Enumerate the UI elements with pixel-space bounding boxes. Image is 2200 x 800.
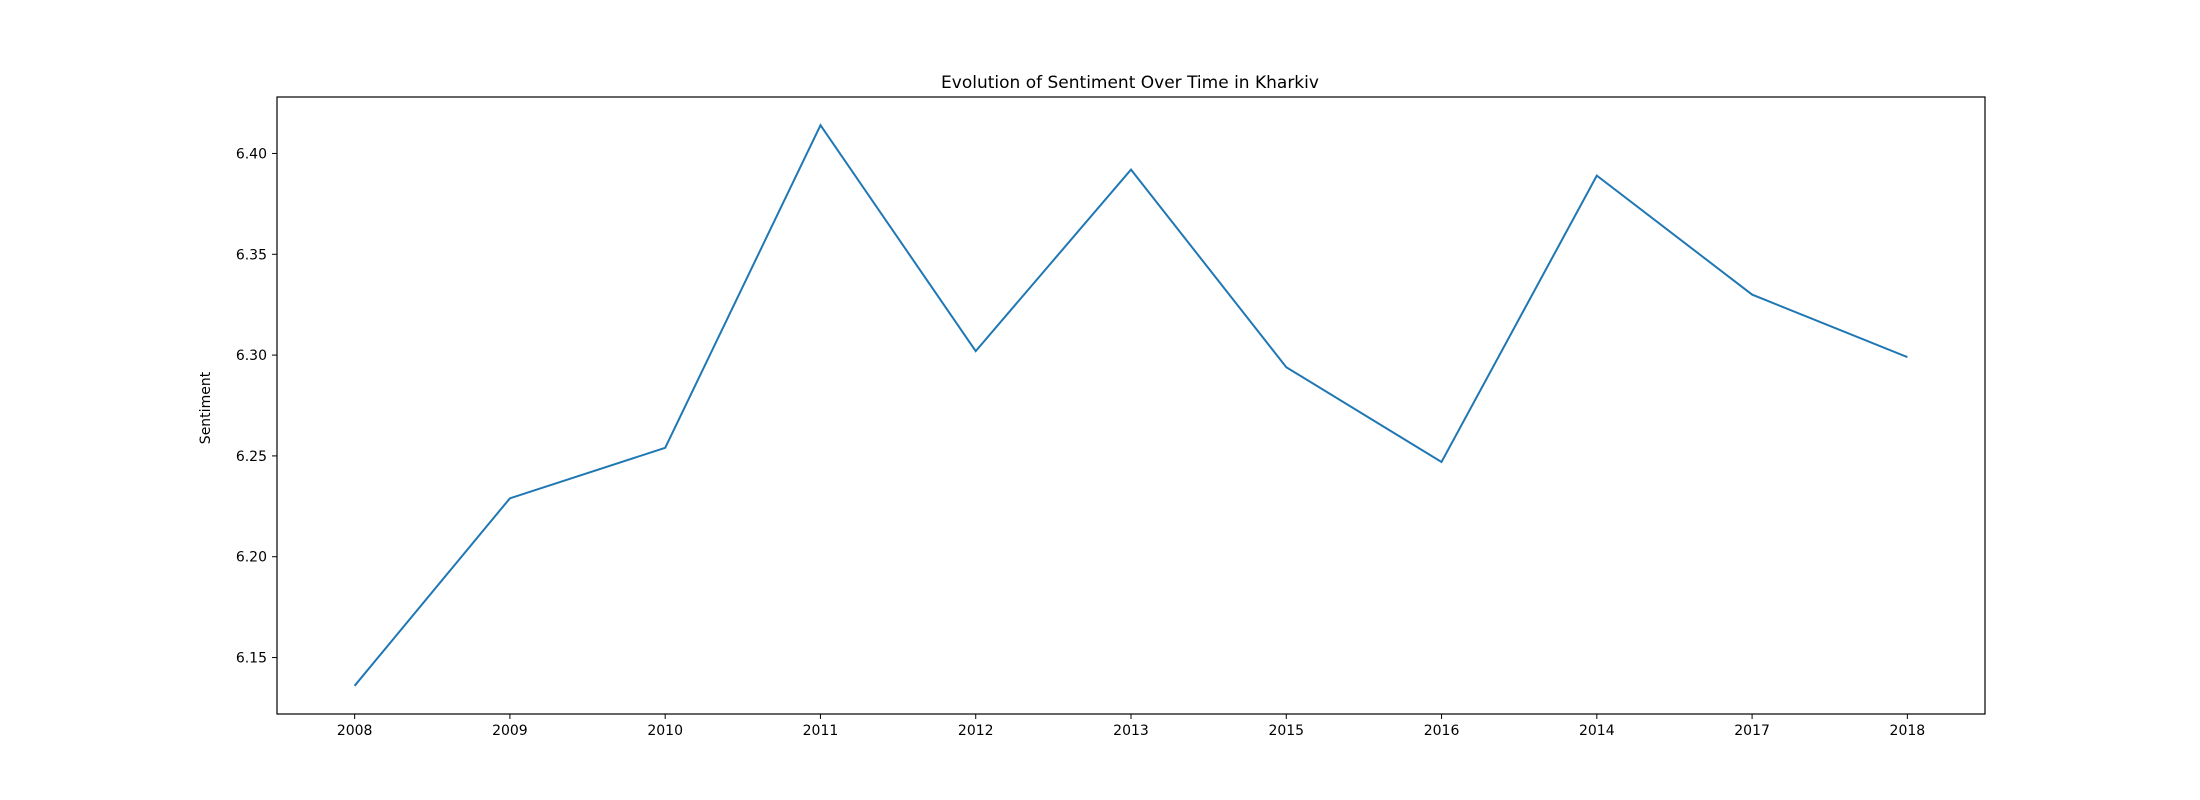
series-layer <box>353 123 1908 687</box>
y-tick-label: 6.20 <box>236 550 267 566</box>
x-tick-label: 2014 <box>1579 723 1615 739</box>
x-tick-label: 2013 <box>1113 723 1149 739</box>
y-tick-label: 6.15 <box>236 651 267 667</box>
x-tick-label: 2015 <box>1268 723 1304 739</box>
y-tick-label: 6.35 <box>236 247 267 263</box>
x-tick-label: 2009 <box>492 723 528 739</box>
y-axis-title: Sentiment <box>198 371 214 444</box>
series-line-0 <box>353 123 1908 687</box>
x-tick-label: 2011 <box>803 723 839 739</box>
plot-area-frame <box>276 96 1986 715</box>
x-tick-label: 2016 <box>1424 723 1460 739</box>
x-tick-label: 2017 <box>1734 723 1770 739</box>
chart-title: Evolution of Sentiment Over Time in Khar… <box>941 73 1319 93</box>
x-axis: 2008 2009 2010 2011 2012 2013 2015 2016 2014 2017… <box>337 714 1925 739</box>
x-tick-label: 2008 <box>337 723 373 739</box>
y-axis: 6.15 6.20 6.25 6.30 6.35 6.40 <box>236 146 277 667</box>
x-tick-label: 2010 <box>647 723 683 739</box>
y-tick-label: 6.25 <box>236 449 267 465</box>
y-tick-label: 6.40 <box>236 146 267 162</box>
x-tick-label: 2012 <box>958 723 994 739</box>
y-tick-label: 6.30 <box>236 348 267 364</box>
x-tick-label: 2018 <box>1890 723 1926 739</box>
